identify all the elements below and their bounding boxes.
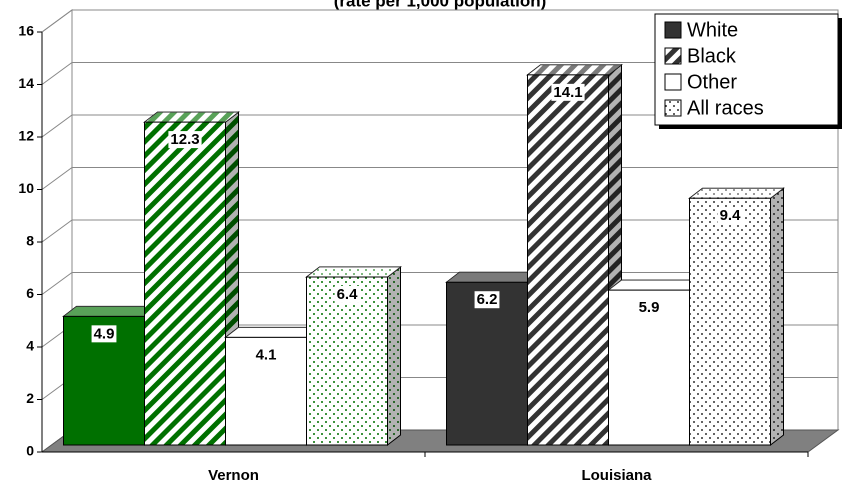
legend-label: White: [687, 19, 738, 41]
bar: [305, 265, 402, 447]
bar-top-shade: [144, 112, 239, 123]
value-label-box: [253, 346, 279, 364]
value-label: 14.1: [553, 84, 582, 101]
bar-front: [689, 197, 771, 446]
y-tick-label: 8: [26, 233, 34, 249]
y-tick-label: 12: [18, 128, 34, 144]
bar: [526, 63, 623, 447]
bar-front: [306, 276, 388, 446]
value-label-box: [334, 285, 361, 303]
bar-top-shade: [63, 306, 158, 317]
y-tick-label: 2: [26, 390, 34, 406]
y-tick-label: 16: [18, 23, 34, 39]
x-tick-label: Louisiana: [581, 467, 652, 484]
bar-top-shade: [608, 280, 703, 291]
y-tick-label: 0: [26, 443, 34, 459]
legend-swatch: [664, 73, 682, 91]
y-tick-label: 6: [26, 285, 34, 301]
legend-swatch: [664, 21, 682, 39]
legend-swatch: [664, 99, 682, 117]
value-label: 12.3: [170, 131, 199, 148]
legend-swatch: [664, 47, 682, 65]
value-label: 4.9: [94, 325, 115, 342]
value-label: 5.9: [639, 299, 660, 316]
bar: [143, 111, 240, 447]
y-tick-label: 14: [18, 75, 34, 91]
y-tick-label: 10: [18, 180, 34, 196]
bar-side-shade: [770, 188, 784, 445]
value-label-box: [551, 83, 585, 101]
value-label-box: [91, 325, 117, 343]
bar: [224, 326, 321, 447]
y-tick-label: 4: [26, 338, 34, 354]
legend-label: All races: [687, 97, 764, 119]
bar-top-shade: [446, 272, 541, 283]
bar-top-shade: [689, 188, 784, 199]
value-label-box: [474, 291, 500, 309]
value-label-box: [168, 131, 202, 149]
bar-top-shade: [225, 327, 320, 338]
bar-front: [446, 281, 528, 446]
value-label: 6.2: [477, 291, 498, 308]
x-tick-label: Vernon: [208, 467, 259, 484]
bar-side-shade: [387, 267, 401, 445]
legend-label: Black: [687, 45, 737, 67]
value-label-box: [717, 207, 744, 225]
bar-top-shade: [306, 267, 401, 277]
bar: [688, 187, 785, 447]
value-label: 9.4: [720, 207, 742, 224]
chart-title: (rate per 1,000 population): [334, 0, 547, 10]
value-label: 4.1: [256, 346, 277, 363]
value-label-box: [636, 299, 662, 317]
legend-label: Other: [687, 71, 737, 93]
grid-line: [41, 9, 838, 33]
bar-front: [527, 74, 609, 446]
value-label: 6.4: [337, 286, 359, 303]
bar-top-shade: [527, 64, 622, 75]
grid-line: [41, 62, 838, 85]
bar-front: [144, 121, 226, 446]
legend: [654, 13, 839, 126]
